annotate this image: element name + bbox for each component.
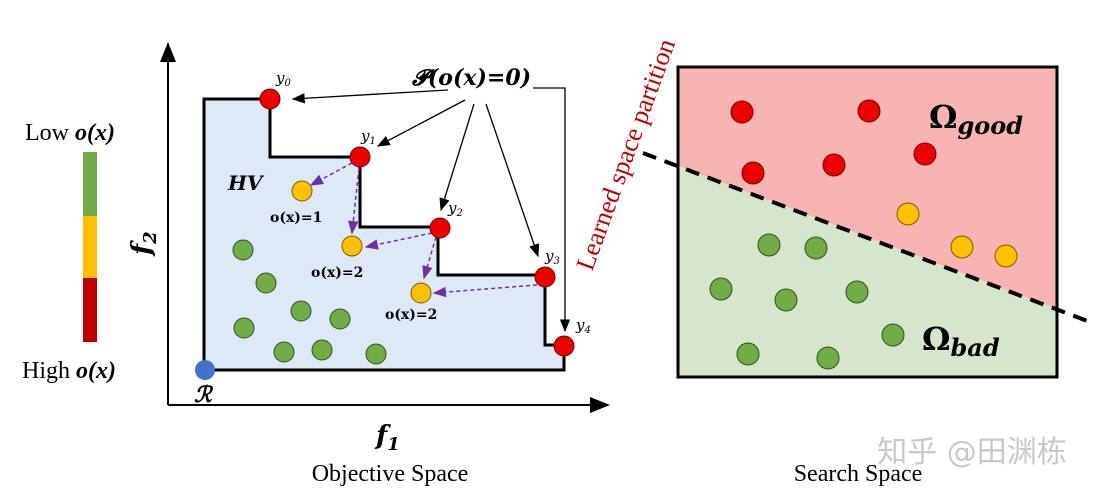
yellow-point	[291, 180, 313, 202]
pareto-point-y1	[349, 146, 371, 168]
green-sample	[774, 288, 798, 312]
green-point	[232, 239, 254, 261]
scale-yellow	[83, 216, 97, 278]
green-point	[233, 317, 255, 339]
hypervolume-region	[202, 97, 566, 372]
legend-low-label: Low o(x)	[25, 120, 115, 146]
search-space-box	[676, 65, 1059, 379]
f1-label: f1	[374, 421, 400, 455]
bad-region	[678, 166, 1057, 377]
scale-green	[83, 152, 97, 216]
yellow-point	[341, 235, 363, 257]
reference-point	[195, 360, 215, 380]
green-point	[365, 343, 387, 365]
green-sample	[816, 346, 840, 370]
o-color-scale	[83, 152, 97, 342]
y2-label: y2	[447, 199, 463, 219]
green-sample	[757, 233, 781, 257]
partition-label: Learned space partition	[570, 35, 681, 274]
red-sample	[822, 153, 846, 177]
objective-space-caption: Objective Space	[312, 461, 469, 487]
search-space-caption: Search Space	[794, 461, 923, 487]
yellow-sample	[994, 244, 1018, 268]
yellow-sample	[896, 202, 920, 226]
green-point	[290, 300, 312, 322]
pareto-arrows	[291, 87, 571, 333]
omega-good-label: Ωgood	[929, 98, 1023, 140]
green-sample	[845, 280, 869, 304]
hv-label: HV	[227, 171, 265, 195]
green-sample	[736, 342, 760, 366]
red-sample	[913, 142, 937, 166]
pareto-point-y3	[534, 266, 556, 288]
green-point	[255, 272, 277, 294]
green-sample	[709, 277, 733, 301]
o-label-1: o(x)=1	[270, 210, 322, 226]
y1-label: y1	[360, 127, 376, 147]
o-label-3: o(x)=2	[385, 307, 437, 323]
green-point	[273, 341, 295, 363]
omega-bad-label: Ωbad	[922, 320, 1000, 362]
green-point	[329, 308, 351, 330]
yellow-sample	[950, 235, 974, 259]
red-sample	[857, 99, 881, 123]
dominance-arrows	[309, 162, 538, 298]
y4-label: y4	[575, 316, 591, 336]
yellow-point	[410, 282, 432, 304]
scale-red	[83, 278, 97, 342]
partition-boundary	[642, 151, 1091, 324]
low-o-points	[232, 239, 387, 365]
pareto-set-label: 𝓟(o(x)=0)	[412, 65, 531, 91]
f2-label: f2	[127, 231, 161, 257]
green-point	[311, 339, 333, 361]
y3-label: y3	[544, 247, 560, 267]
o-label-2: o(x)=2	[311, 265, 363, 281]
red-sample	[741, 161, 765, 185]
green-sample	[881, 323, 905, 347]
watermark: 知乎 @田渊栋	[877, 435, 1067, 470]
reference-label: ℛ	[194, 382, 214, 408]
legend-high-label: High o(x)	[22, 358, 116, 384]
pareto-point-y0	[259, 88, 281, 110]
y0-label: y0	[275, 69, 291, 89]
pareto-point-y4	[553, 335, 575, 357]
pareto-point-y2	[429, 217, 451, 239]
red-sample	[730, 100, 754, 124]
green-sample	[804, 236, 828, 260]
